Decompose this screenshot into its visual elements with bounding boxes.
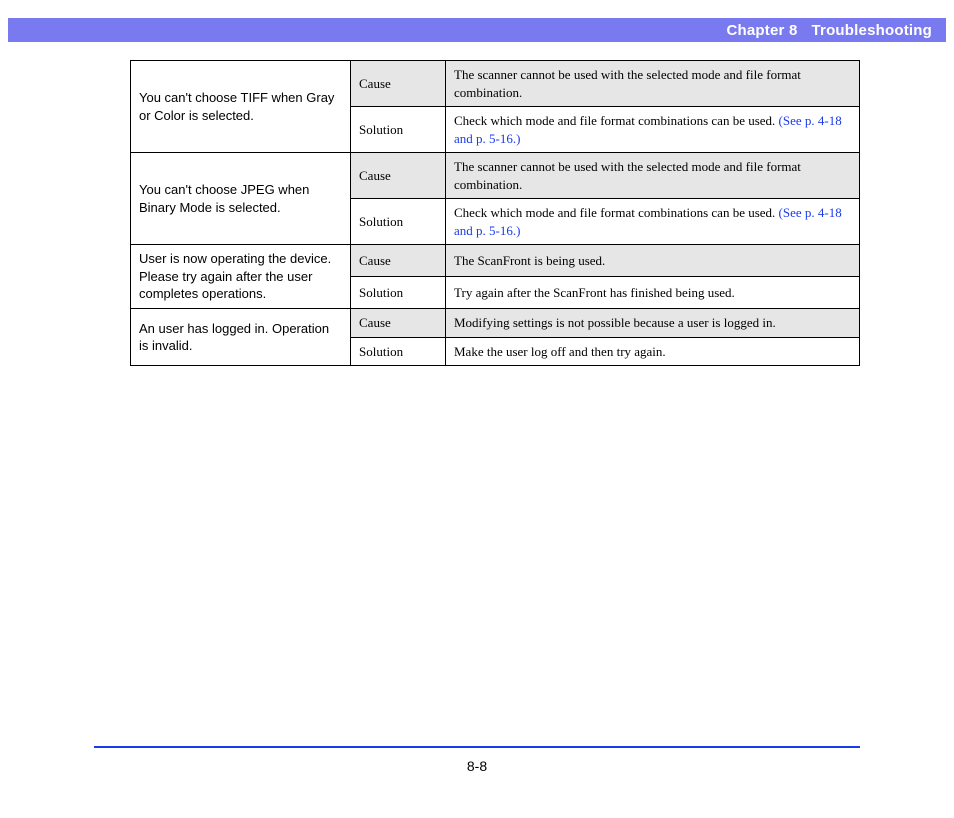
page-number: 8-8 [0, 758, 954, 774]
cause-label: Cause [351, 153, 446, 199]
cause-text: The scanner cannot be used with the sele… [446, 153, 860, 199]
cause-label: Cause [351, 245, 446, 277]
issue-cell: An user has logged in. Operation is inva… [131, 309, 351, 366]
issue-cell: You can't choose JPEG when Binary Mode i… [131, 153, 351, 245]
page-header: Chapter 8 Troubleshooting [8, 18, 946, 42]
solution-text: Check which mode and file format combina… [454, 205, 779, 220]
cause-text: Modifying settings is not possible becau… [446, 309, 860, 338]
header-title: Troubleshooting [812, 22, 933, 39]
solution-label: Solution [351, 199, 446, 245]
cause-text: The ScanFront is being used. [446, 245, 860, 277]
issue-cell: You can't choose TIFF when Gray or Color… [131, 61, 351, 153]
solution-cell: Check which mode and file format combina… [446, 107, 860, 153]
issue-cell: User is now operating the device. Please… [131, 245, 351, 309]
solution-label: Solution [351, 277, 446, 309]
solution-cell: Check which mode and file format combina… [446, 199, 860, 245]
solution-text: Try again after the ScanFront has finish… [454, 285, 735, 300]
solution-label: Solution [351, 337, 446, 366]
table-row: An user has logged in. Operation is inva… [131, 309, 860, 338]
solution-text: Check which mode and file format combina… [454, 113, 779, 128]
footer-divider [94, 746, 860, 748]
cause-label: Cause [351, 61, 446, 107]
header-chapter: Chapter 8 [727, 22, 798, 39]
cause-label: Cause [351, 309, 446, 338]
table-row: You can't choose TIFF when Gray or Color… [131, 61, 860, 107]
solution-cell: Make the user log off and then try again… [446, 337, 860, 366]
content-area: You can't choose TIFF when Gray or Color… [130, 60, 860, 366]
solution-label: Solution [351, 107, 446, 153]
table-row: User is now operating the device. Please… [131, 245, 860, 277]
solution-cell: Try again after the ScanFront has finish… [446, 277, 860, 309]
cause-text: The scanner cannot be used with the sele… [446, 61, 860, 107]
solution-text: Make the user log off and then try again… [454, 344, 666, 359]
table-row: You can't choose JPEG when Binary Mode i… [131, 153, 860, 199]
troubleshooting-table: You can't choose TIFF when Gray or Color… [130, 60, 860, 366]
